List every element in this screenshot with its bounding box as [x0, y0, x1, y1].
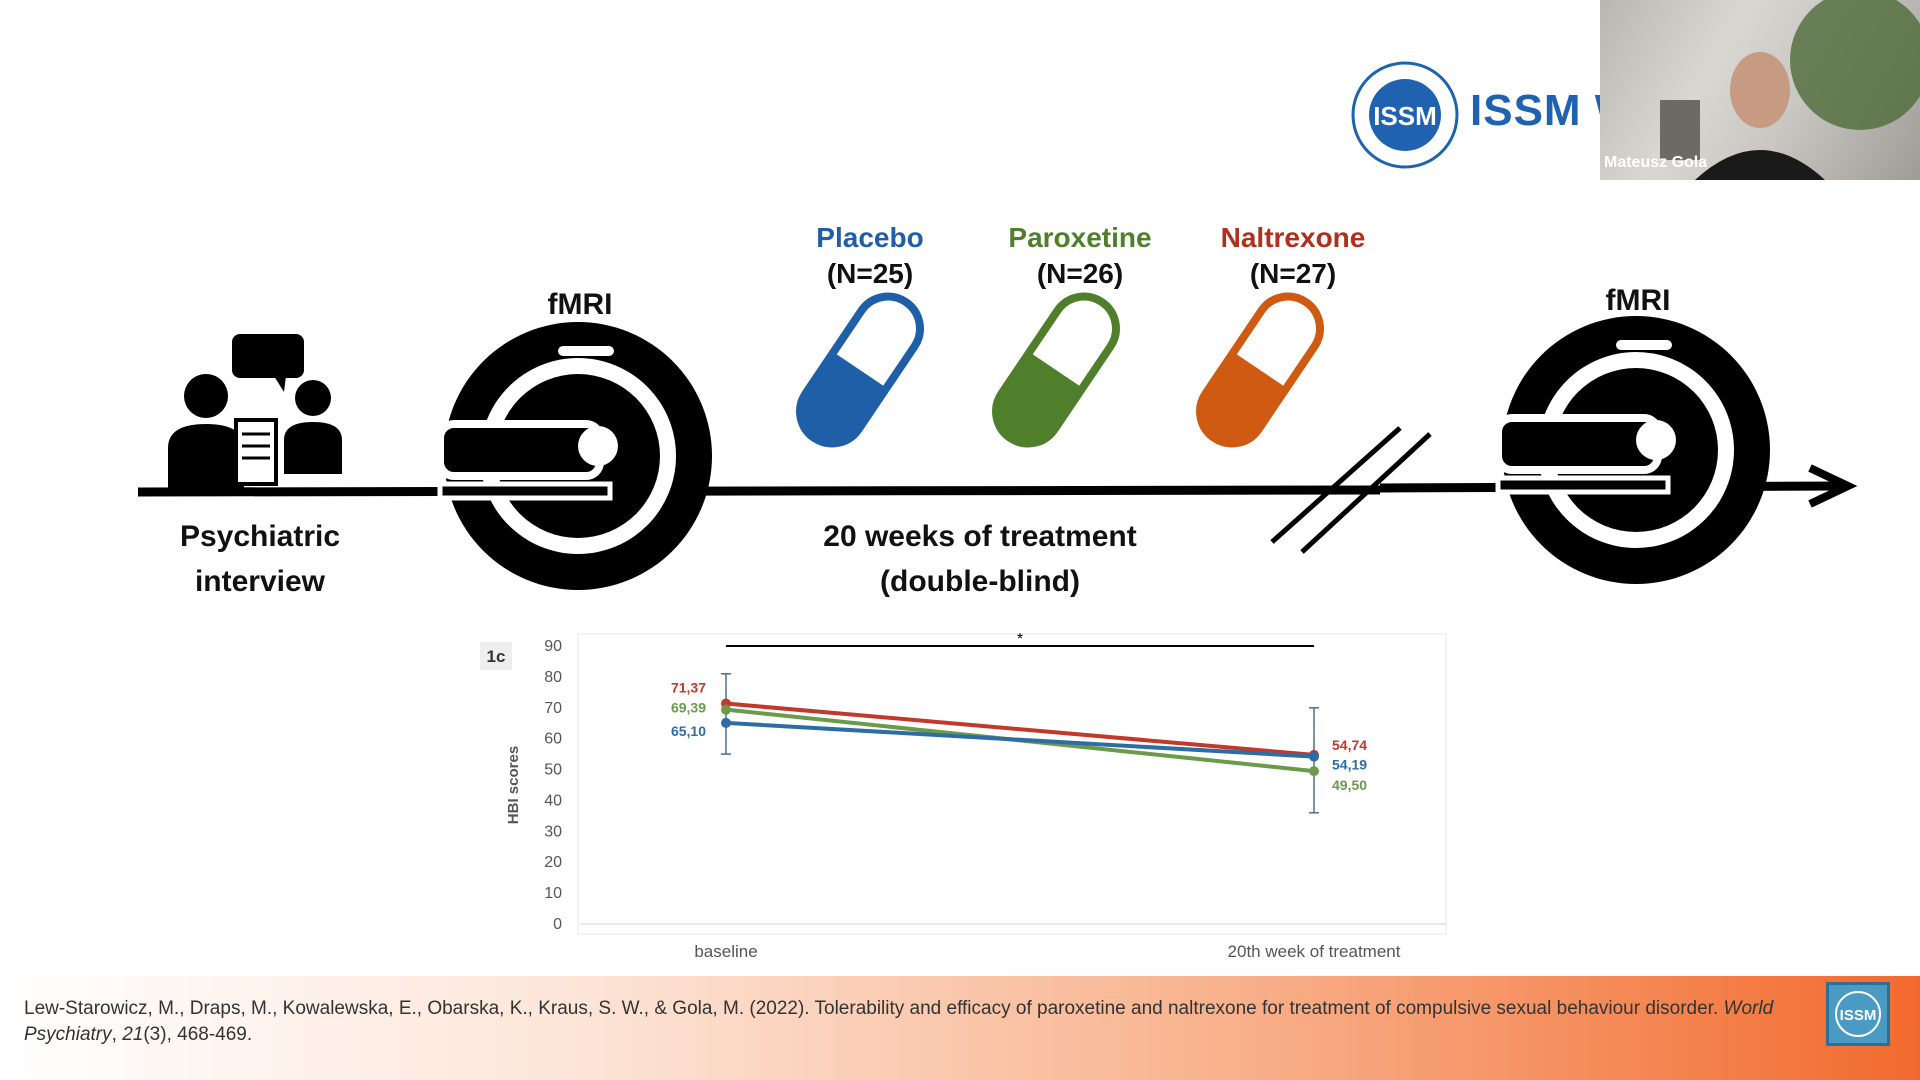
data-point: [721, 704, 731, 715]
citation-main: Lew-Starowicz, M., Draps, M., Kowalewska…: [24, 998, 1724, 1019]
mri-scanner-right-icon: [1494, 316, 1770, 584]
fmri-label-left: fMRI: [547, 288, 613, 321]
data-label: 54,74: [1332, 737, 1367, 753]
data-point: [1309, 751, 1319, 762]
data-label: 49,50: [1332, 777, 1367, 793]
data-label: 65,10: [671, 723, 706, 739]
x-category-label: baseline: [694, 942, 757, 961]
citation-comma: ,: [111, 1024, 123, 1045]
interview-label: Psychiatric interview: [140, 514, 380, 604]
y-tick-label: 0: [553, 916, 562, 933]
y-tick-label: 20: [544, 854, 562, 871]
webcam-participant-name: Mateusz Gola: [1604, 154, 1708, 171]
svg-text:ISSM: ISSM: [1840, 1007, 1877, 1024]
data-label: 69,39: [671, 700, 706, 716]
interview-label-line2: interview: [194, 565, 326, 598]
placebo-pill-icon: [796, 292, 924, 448]
citation-journal: World Psychiatry: [24, 998, 1774, 1045]
treatment-label: 20 weeks of treatment (double-blind): [740, 514, 1220, 604]
treatment-label-line2: (double-blind): [880, 565, 1080, 598]
break-mark-1: [1270, 426, 1402, 544]
hbi-line-chart: 1c 0 10 20 30 40 50 60 70 80 90 HBI scores baseline 2…: [480, 631, 1447, 961]
drug-n-naltrexone: (N=27): [1249, 258, 1337, 289]
y-tick-label: 50: [544, 762, 562, 779]
significance-marker: *: [1017, 631, 1023, 648]
break-mark-2: [1300, 432, 1432, 554]
treatment-label-line1: 20 weeks of treatment: [823, 520, 1137, 553]
timeline-arrow-icon: [1808, 464, 1858, 508]
y-tick-label: 30: [544, 823, 562, 840]
data-point: [1309, 766, 1319, 777]
webcam-person-image: [1660, 0, 1920, 180]
fmri-label-right: fMRI: [1605, 284, 1671, 317]
timeline-line: [137, 485, 1381, 497]
drug-name-placebo: Placebo: [816, 222, 924, 253]
y-axis-label: HBI scores: [505, 746, 522, 824]
y-tick-label: 80: [544, 669, 562, 686]
webcam-video-tile[interactable]: [1600, 0, 1920, 180]
y-tick-label: 60: [544, 731, 562, 748]
panel-label: 1c: [487, 647, 506, 666]
drug-n-paroxetine: (N=26): [1036, 258, 1124, 289]
x-category-label: 20th week of treatment: [1228, 942, 1401, 961]
naltrexone-pill-icon: [1196, 292, 1324, 448]
series-line: [725, 720, 1315, 759]
mri-scanner-left-icon: [436, 322, 712, 590]
data-label: 54,19: [1332, 757, 1367, 773]
psychiatric-interview-icon: [168, 334, 342, 492]
drug-name-paroxetine: Paroxetine: [1008, 222, 1152, 253]
y-tick-label: 40: [544, 792, 562, 809]
citation-volume: 21: [122, 1024, 144, 1045]
y-tick-label: 70: [544, 700, 562, 717]
footer-banner: [0, 976, 1920, 1080]
y-tick-label: 10: [544, 885, 562, 902]
paroxetine-pill-icon: [992, 292, 1120, 448]
issm-footer-logo: ISSM: [1826, 982, 1890, 1046]
issm-seal-logo: ISSM: [1351, 61, 1459, 169]
panel-label-box: [480, 642, 512, 670]
citation-text: Lew-Starowicz, M., Draps, M., Kowalewska…: [24, 996, 1784, 1048]
series-line: [725, 701, 1315, 757]
data-point: [721, 717, 731, 728]
citation-issue: (3), 468-469.: [143, 1024, 253, 1045]
drug-name-naltrexone: Naltrexone: [1220, 222, 1366, 253]
timeline-diagram: [137, 292, 1858, 590]
chart-plot-area: [577, 633, 1447, 935]
drug-n-placebo: (N=25): [826, 258, 914, 289]
data-label: 71,37: [671, 680, 706, 696]
svg-text:ISSM: ISSM: [1373, 101, 1437, 131]
y-tick-label: 90: [544, 638, 562, 655]
interview-label-line1: Psychiatric: [179, 520, 341, 553]
